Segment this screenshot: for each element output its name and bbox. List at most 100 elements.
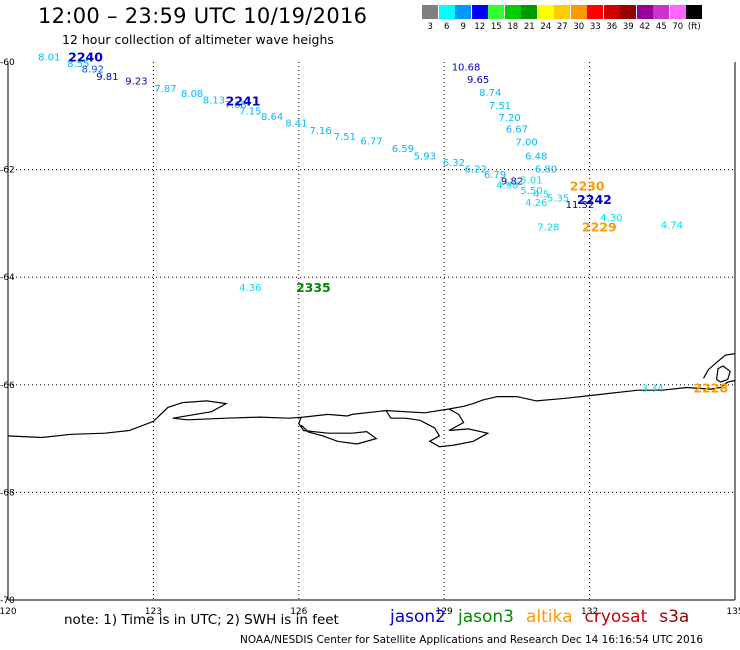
colorbar-bin: 45 [653, 5, 670, 32]
colorbar-swatch [636, 5, 653, 19]
wave-height-label: 6.59 [392, 144, 414, 155]
wave-height-label: 7.15 [239, 106, 261, 117]
wave-height-label: 7.16 [309, 126, 331, 137]
wave-height-label: 8.92 [82, 64, 104, 75]
colorbar-label: 9 [460, 22, 466, 32]
wave-height-label: 6.48 [525, 152, 547, 163]
wave-height-label: 11.32 [566, 200, 595, 211]
colorbar-label: 42 [639, 22, 651, 32]
colorbar-bin: 3 [422, 5, 439, 32]
footer-note: note: 1) Time is in UTC; 2) SWH is in fe… [64, 612, 339, 628]
wave-height-label: 8.64 [261, 112, 283, 123]
colorbar-bin: 12 [471, 5, 489, 32]
pass-id-label: 2242 [577, 192, 612, 207]
pass-id-label: 2229 [582, 220, 617, 235]
lat-tick-label: -70 [0, 596, 15, 606]
wave-height-label: 7.68 [225, 100, 247, 111]
colorbar-label: 30 [573, 22, 585, 32]
wave-height-label: 7.20 [498, 113, 520, 124]
lon-tick-label: 126 [290, 607, 307, 617]
wave-height-label: 5.35 [547, 194, 569, 205]
wave-height-label: 9.65 [467, 75, 489, 86]
wave-height-label: 8.55 [67, 59, 89, 70]
satellite-legend-jason3: jason3 [458, 607, 514, 627]
wave-height-label: 6.32 [443, 158, 465, 169]
credit-line: NOAA/NESDIS Center for Satellite Applica… [240, 634, 704, 646]
wave-height-observations: 8.01 8.558.929.81 9.23 7.87 8.088.13 7.687.15… [38, 53, 683, 395]
colorbar-swatch [438, 5, 455, 19]
wave-height-label: 8.01 [38, 53, 60, 64]
colorbar-label: 36 [606, 22, 618, 32]
wave-height-label: 6.22 [465, 165, 487, 176]
colorbar-bin: 18 [504, 5, 522, 32]
wave-height-label: 7.28 [537, 223, 559, 234]
colorbar-swatch [653, 5, 670, 19]
colorbar-swatch [521, 5, 538, 19]
satellite-legend-s3a: s3a [659, 607, 690, 627]
coastline-segment [702, 353, 736, 379]
colorbar-label: (ft) [687, 22, 701, 32]
wave-height-label: 4.74 [661, 220, 683, 231]
colorbar-bin: 70 [669, 5, 687, 32]
colorbar-bin: 9 [455, 5, 472, 32]
wave-height-colorbar: 3 6 9 12 15 18 21 24 27 30 33 36 39 42 45 70 (ft) [422, 5, 703, 32]
colorbar-swatch [488, 5, 505, 19]
wave-height-label: 8.13 [203, 96, 225, 107]
colorbar-bin: 36 [603, 5, 621, 32]
colorbar-bin: 15 [488, 5, 505, 32]
colorbar-swatch [587, 5, 604, 19]
colorbar-swatch [422, 5, 439, 19]
colorbar-label: 21 [523, 22, 535, 32]
wave-height-label: 4.36 [239, 283, 261, 294]
wave-height-label: 8.08 [181, 89, 203, 100]
lat-tick-label: -64 [0, 273, 15, 283]
colorbar-swatch [554, 5, 571, 19]
colorbar-label: 33 [589, 22, 601, 32]
satellite-legend-altika: altika [526, 607, 573, 627]
colorbar-bin: 27 [554, 5, 571, 32]
wave-height-label: 3.34 [641, 383, 663, 394]
lon-tick-label: 123 [145, 607, 162, 617]
colorbar-bin: (ft) [686, 5, 703, 32]
colorbar-label: 15 [490, 22, 502, 32]
map-subtitle: 12 hour collection of altimeter wave hei… [62, 32, 334, 47]
pass-id-label: 2230 [570, 179, 605, 194]
colorbar-bin: 30 [570, 5, 588, 32]
colorbar-bin: 6 [438, 5, 456, 32]
lat-tick-label: -60 [0, 58, 15, 68]
wave-height-label: 6.67 [506, 125, 528, 136]
wave-height-label: 7.51 [334, 132, 356, 143]
colorbar-label: 12 [474, 22, 486, 32]
satellite-legend-jason2: jason2 [390, 607, 446, 627]
colorbar-swatch [537, 5, 554, 19]
wave-height-label: 4.26 [525, 198, 547, 209]
map-title: 12:00 – 23:59 UTC 10/19/2016 [38, 4, 368, 28]
lat-tick-label: -66 [0, 381, 15, 391]
coastline-segment [298, 416, 378, 445]
colorbar-bin: 21 [521, 5, 538, 32]
coastline [7, 353, 736, 448]
colorbar-label: 24 [540, 22, 552, 32]
colorbar-label: 45 [655, 22, 667, 32]
graticule: 120 123 126 129 132 135 -60 -62 -64 -66 -68 -70 [0, 58, 740, 617]
colorbar-bin: 42 [636, 5, 654, 32]
coastline-segment [716, 365, 731, 383]
colorbar-bin: 33 [587, 5, 604, 32]
colorbar-label: 27 [556, 22, 568, 32]
colorbar-swatch [504, 5, 521, 19]
colorbar-swatch [570, 5, 587, 19]
wave-height-label: 4.98 [496, 181, 518, 192]
pass-id-label: 2240 [68, 50, 103, 65]
pass-id-label: 2228 [693, 380, 728, 395]
colorbar-label: 39 [622, 22, 634, 32]
map-border [7, 62, 736, 601]
wave-height-label: 10.68 [452, 62, 481, 73]
pass-id-label: 2241 [226, 94, 261, 109]
coastline-segment [385, 408, 490, 448]
wave-height-label: 9.81 [96, 72, 118, 83]
colorbar-swatch [669, 5, 686, 19]
colorbar-swatch [603, 5, 620, 19]
lat-tick-label: -62 [0, 166, 15, 176]
